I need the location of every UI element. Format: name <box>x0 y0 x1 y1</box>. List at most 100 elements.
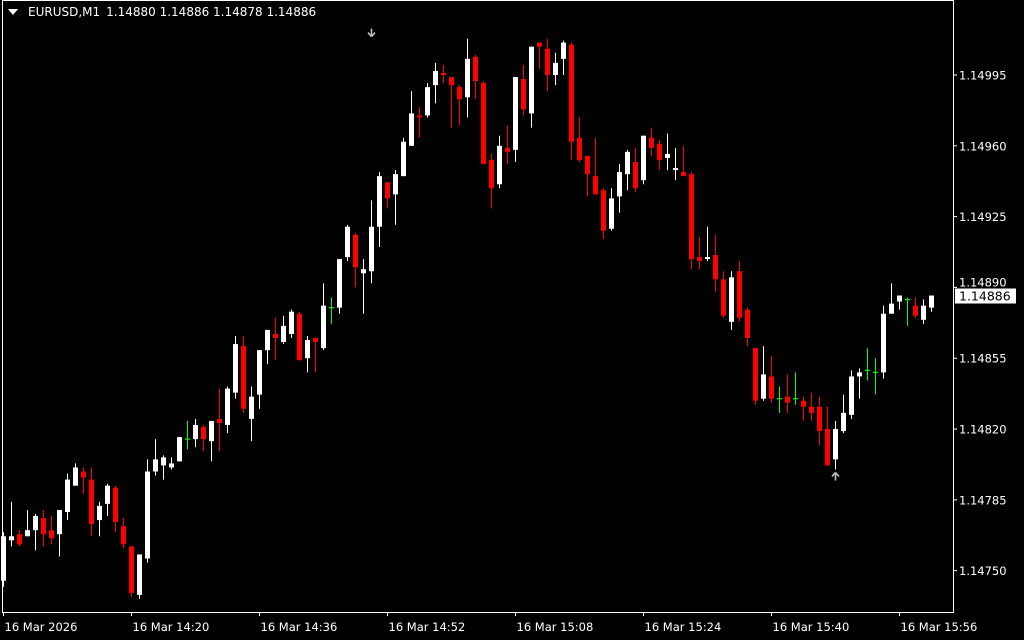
candle <box>401 137 406 177</box>
candle <box>257 350 262 409</box>
price-axis[interactable]: 1.14995 1.14960 1.14925 1.14890 1.14855 1.148… <box>953 69 1007 579</box>
candle-body <box>841 412 846 432</box>
current-price-text: 1.14886 <box>959 289 1011 304</box>
candle-body <box>313 337 318 343</box>
candle-body <box>209 420 214 442</box>
triangle-down-icon[interactable] <box>8 9 18 15</box>
candle-body <box>881 313 886 373</box>
candle-body <box>265 329 270 351</box>
candle-body <box>745 309 750 338</box>
candle <box>625 149 630 191</box>
candle <box>121 518 126 549</box>
candle-body <box>465 58 470 98</box>
candle <box>217 388 222 452</box>
candle <box>841 394 846 434</box>
candle-body <box>9 536 14 541</box>
price-tick-label: 1.14890 <box>959 276 1007 290</box>
price-tick-label: 1.14855 <box>959 352 1007 366</box>
candle <box>689 172 694 270</box>
candle <box>73 463 78 486</box>
candle <box>273 317 278 361</box>
chart-frame <box>2 0 954 613</box>
time-tick-label: 16 Mar 14:20 <box>133 620 210 634</box>
candle <box>489 153 494 209</box>
candle <box>113 485 118 533</box>
candle <box>561 40 566 75</box>
candle-body <box>65 479 70 512</box>
candle-body <box>697 257 702 262</box>
candle <box>241 335 246 413</box>
candle-body <box>761 374 766 399</box>
candle-body <box>545 48 550 75</box>
candle <box>921 299 926 324</box>
candle-body <box>569 44 574 142</box>
candle-body <box>217 418 222 423</box>
candle-body <box>353 234 358 268</box>
candle <box>889 283 894 314</box>
candle-body <box>169 463 174 468</box>
candle-body <box>249 396 254 419</box>
candle <box>97 501 102 537</box>
candle <box>433 62 438 104</box>
candle <box>929 295 934 312</box>
candle <box>785 374 790 413</box>
candle-body <box>241 346 246 409</box>
candle <box>129 546 134 597</box>
price-tick-label: 1.14750 <box>959 564 1007 578</box>
candle-body <box>833 429 838 460</box>
candle-body <box>737 271 742 318</box>
candle <box>905 297 910 326</box>
candle <box>633 147 638 193</box>
chart-title-bar: EURUSD,M1 1.14880 1.14886 1.14878 1.1488… <box>8 5 316 19</box>
candle-body <box>369 226 374 272</box>
candle-body <box>809 406 814 413</box>
candle-body <box>1 536 6 581</box>
candle <box>177 437 182 462</box>
candle-body <box>129 546 134 593</box>
candle-body <box>657 143 662 160</box>
candle-body <box>513 77 518 150</box>
symbol-label: EURUSD,M1 <box>28 5 101 19</box>
candle <box>305 335 310 373</box>
candle <box>753 348 758 405</box>
candle <box>497 135 502 189</box>
candle-body <box>233 344 238 393</box>
candle-body <box>561 42 566 59</box>
candle <box>65 473 70 521</box>
candle <box>337 259 342 314</box>
candle-body <box>137 554 142 595</box>
candle-body <box>97 505 102 521</box>
candle-body <box>385 182 390 199</box>
candle <box>609 188 614 231</box>
candle-body <box>121 526 126 545</box>
candle <box>641 135 646 185</box>
candle-body <box>585 155 590 175</box>
candle-body <box>601 190 606 231</box>
candle <box>793 372 798 405</box>
time-tick-label: 16 Mar 15:56 <box>901 620 978 634</box>
candle-body <box>801 400 806 407</box>
time-axis[interactable]: 16 Mar 2026 16 Mar 14:20 16 Mar 14:36 16 Ma… <box>3 612 978 634</box>
price-tick-label: 1.14785 <box>959 493 1007 507</box>
candle-body <box>849 376 854 415</box>
candle-body <box>497 145 502 185</box>
candle <box>777 386 782 413</box>
candle <box>161 455 166 480</box>
candle <box>353 232 358 288</box>
time-tick-label: 16 Mar 2026 <box>5 620 78 634</box>
candle-body <box>433 70 438 86</box>
candle <box>289 309 294 338</box>
candle-body <box>393 174 398 195</box>
candle-body <box>41 518 46 535</box>
price-tick-label: 1.14960 <box>959 139 1007 153</box>
candle-body <box>665 153 670 158</box>
candle <box>913 297 918 318</box>
candle-body <box>689 174 694 260</box>
candle <box>673 147 678 181</box>
price-tick-label: 1.14925 <box>959 210 1007 224</box>
candle <box>33 513 38 551</box>
candle-body <box>593 176 598 195</box>
candle <box>553 52 558 86</box>
candle-body <box>625 151 630 175</box>
